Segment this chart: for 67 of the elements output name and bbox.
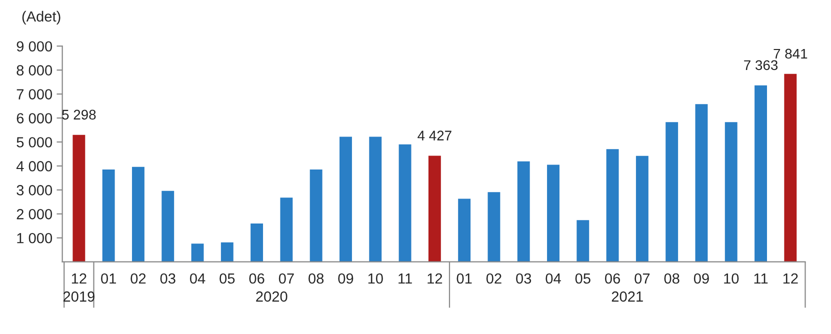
bar bbox=[724, 122, 738, 262]
y-tick-label: 8 000 bbox=[16, 65, 52, 76]
y-tick-label: 2 000 bbox=[16, 209, 52, 220]
bar bbox=[220, 242, 234, 262]
x-tick-label: 12 bbox=[72, 273, 86, 284]
x-tick-label: 07 bbox=[278, 273, 294, 284]
x-tick-label: 11 bbox=[754, 274, 768, 284]
data-label: 7 841 bbox=[774, 48, 808, 59]
y-axis-title: (Adet) bbox=[22, 10, 60, 25]
y-tick-label: 3 000 bbox=[16, 185, 52, 196]
x-tick-label: 06 bbox=[605, 273, 620, 284]
bar bbox=[310, 170, 322, 262]
bar bbox=[398, 144, 412, 262]
bar bbox=[754, 85, 767, 262]
y-tick-label: 9 000 bbox=[16, 41, 52, 52]
y-tick-label: 4 000 bbox=[16, 161, 52, 172]
bar bbox=[250, 224, 264, 262]
bar bbox=[72, 134, 86, 262]
x-tick-label: 03 bbox=[160, 273, 176, 284]
bar bbox=[636, 156, 648, 262]
bar bbox=[666, 122, 678, 262]
y-tick-label: 7 000 bbox=[16, 89, 52, 100]
x-tick-label: 04 bbox=[190, 273, 206, 284]
x-tick-label: 04 bbox=[546, 273, 561, 284]
bar bbox=[162, 190, 174, 262]
text: 2020 bbox=[256, 291, 288, 302]
data-label: 7 363 bbox=[744, 60, 778, 70]
x-tick-label: 10 bbox=[368, 273, 383, 284]
bar bbox=[340, 136, 352, 262]
text: 2021 bbox=[612, 291, 643, 302]
x-tick-label: 01 bbox=[456, 273, 472, 284]
bar bbox=[458, 198, 471, 262]
bar bbox=[784, 74, 797, 262]
x-tick-label: 10 bbox=[724, 273, 739, 284]
bar bbox=[369, 136, 382, 262]
bar bbox=[191, 244, 204, 262]
x-tick-label: 12 bbox=[428, 273, 442, 284]
x-tick-label: 08 bbox=[308, 273, 324, 284]
x-tick-label: 05 bbox=[575, 273, 590, 284]
bar bbox=[280, 198, 293, 262]
x-tick-label: 08 bbox=[664, 273, 680, 284]
x-tick-label: 02 bbox=[486, 273, 502, 284]
data-label: 5 298 bbox=[62, 110, 96, 120]
bar bbox=[132, 166, 144, 262]
x-tick-label: 09 bbox=[338, 273, 354, 284]
x-tick-label: 07 bbox=[634, 273, 650, 284]
bar bbox=[428, 156, 441, 262]
x-tick-label: 03 bbox=[516, 273, 532, 284]
y-tick-label: 6 000 bbox=[16, 113, 52, 124]
bar bbox=[517, 161, 530, 262]
x-tick-label: 11 bbox=[398, 274, 412, 284]
x-tick-label: 02 bbox=[130, 273, 146, 284]
x-tick-label: 12 bbox=[783, 273, 798, 284]
text: 2019 bbox=[63, 291, 94, 302]
data-label: 4 427 bbox=[418, 130, 452, 140]
x-tick-label: 06 bbox=[249, 273, 264, 284]
x-tick-label: 09 bbox=[694, 273, 709, 284]
bar bbox=[576, 220, 590, 262]
bar bbox=[695, 104, 708, 262]
y-tick-label: 5 000 bbox=[16, 137, 52, 148]
x-tick-label: 05 bbox=[220, 273, 235, 284]
bar bbox=[102, 170, 115, 262]
x-tick-label: 01 bbox=[101, 273, 116, 284]
bar bbox=[547, 164, 560, 262]
bar bbox=[606, 149, 619, 262]
y-tick-label: 1 000 bbox=[17, 232, 52, 244]
bar bbox=[488, 192, 500, 262]
